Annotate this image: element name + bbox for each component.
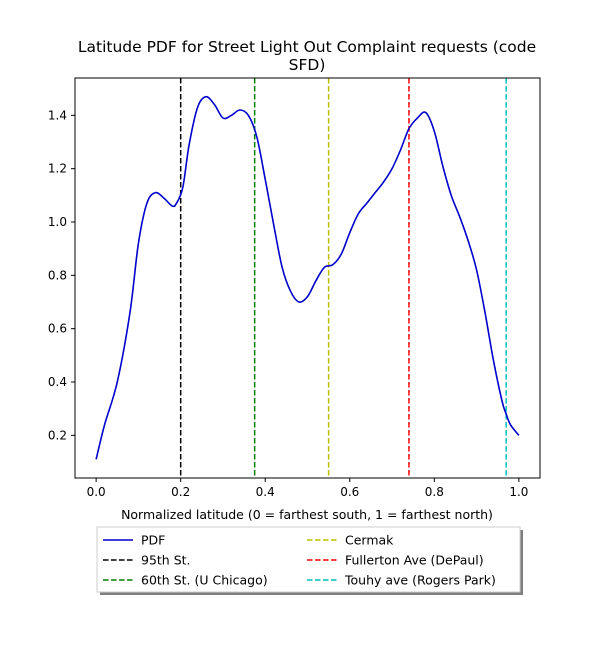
y-tick-label: 0.8	[48, 268, 67, 282]
pdf-line	[95, 95, 520, 460]
legend-label: Cermak	[345, 533, 394, 548]
chart-title-line2: SFD)	[289, 56, 326, 74]
x-axis-label: Normalized latitude (0 = farthest south,…	[121, 507, 493, 522]
x-tick-label: 0.6	[340, 485, 359, 499]
x-tick-label: 0.0	[87, 485, 106, 499]
plot-frame	[74, 77, 541, 479]
y-tick-label: 1.0	[48, 215, 67, 229]
y-tick-label: 0.4	[48, 375, 67, 389]
y-tick-label: 0.2	[48, 428, 67, 442]
x-tick-label: 0.8	[425, 485, 444, 499]
legend-label: 95th St.	[141, 553, 191, 568]
x-tick-label: 0.4	[256, 485, 275, 499]
y-tick-label: 0.6	[48, 322, 67, 336]
legend-label: PDF	[141, 533, 165, 548]
legend-label: Fullerton Ave (DePaul)	[345, 553, 484, 568]
x-tick-label: 0.2	[171, 485, 190, 499]
x-tick-label: 1.0	[509, 485, 528, 499]
chart-title-line1: Latitude PDF for Street Light Out Compla…	[78, 38, 536, 56]
legend-label: Touhy ave (Rogers Park)	[344, 573, 496, 588]
y-tick-label: 1.4	[48, 108, 67, 122]
legend-label: 60th St. (U Chicago)	[141, 573, 268, 588]
y-tick-label: 1.2	[48, 162, 67, 176]
legend: PDF 95th St. 60th St. (U Chicago) Cermak Ful…	[96, 526, 523, 595]
